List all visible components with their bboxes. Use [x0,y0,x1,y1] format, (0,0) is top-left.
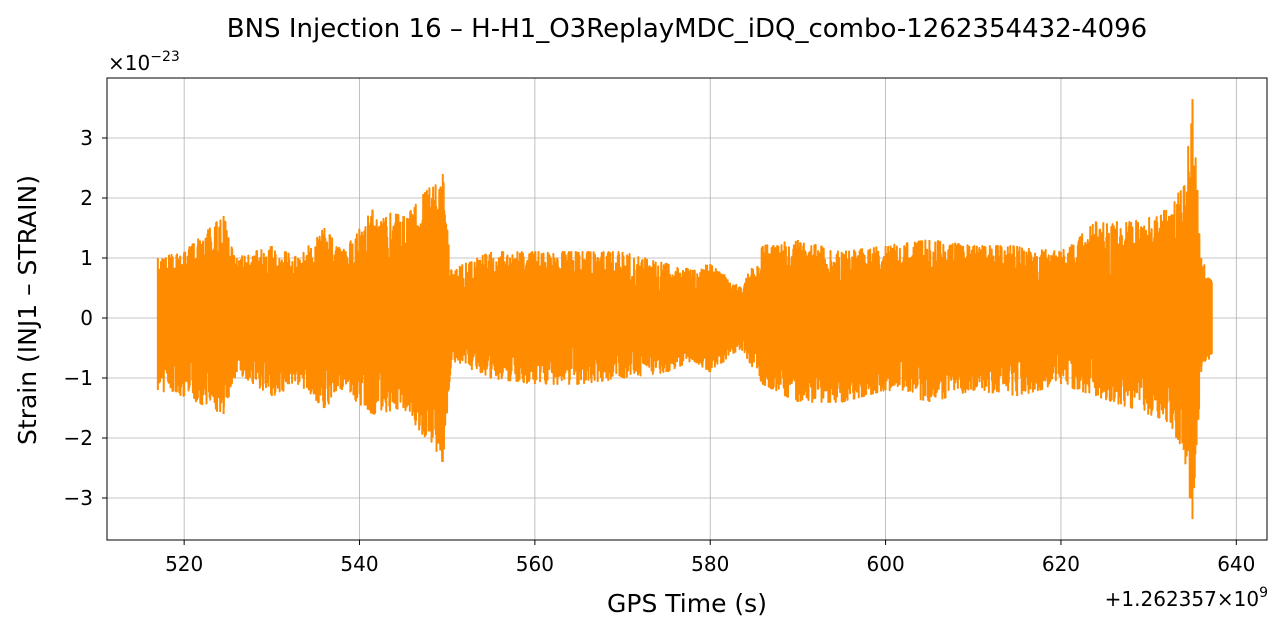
x-offset-text: +1.262357×109 [1105,585,1268,611]
x-axis-label: GPS Time (s) [607,589,767,618]
x-tick-label: 620 [1042,552,1080,576]
x-tick-label: 640 [1217,552,1255,576]
y-axis-label: Strain (INJ1 – STRAIN) [13,175,42,445]
plot-frame [106,77,1268,541]
y-scale-multiplier: ×10−23 [108,49,180,75]
x-tick-label: 560 [516,552,554,576]
y-tick-label: −3 [64,486,93,510]
y-tick-label: 2 [80,186,93,210]
x-tick-label: 600 [867,552,905,576]
y-axis: −3 −2 −1 0 1 2 3 [64,126,107,510]
x-axis: 520 540 560 580 600 620 640 [165,540,1255,576]
x-tick-label: 520 [165,552,203,576]
y-tick-label: −1 [64,366,93,390]
y-tick-label: 3 [80,126,93,150]
chart-title: BNS Injection 16 – H-H1_O3ReplayMDC_iDQ_… [227,14,1147,44]
x-tick-label: 540 [340,552,378,576]
y-tick-label: 0 [80,306,93,330]
y-tick-label: 1 [80,246,93,270]
series-layer [156,99,1213,519]
y-tick-label: −2 [64,426,93,450]
strain-series-line [156,99,1213,519]
x-tick-label: 580 [691,552,729,576]
